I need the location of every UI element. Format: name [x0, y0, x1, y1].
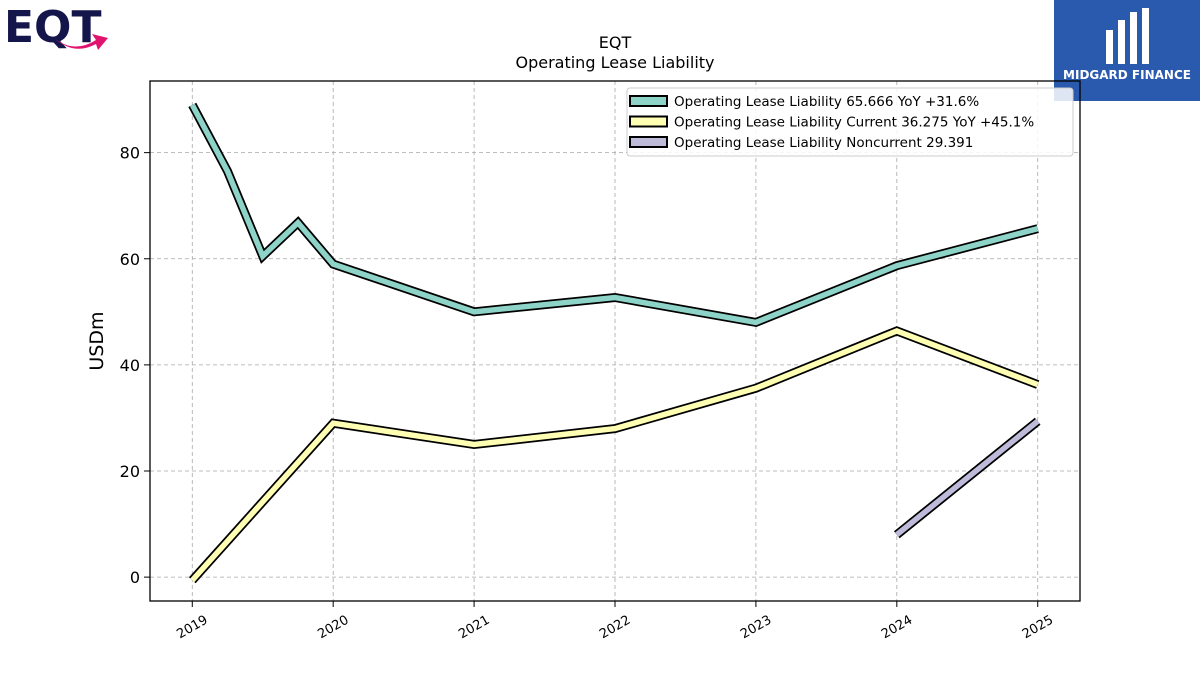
legend-swatch-2: [629, 115, 668, 128]
series-lines: [188, 102, 1041, 584]
y-tick-label: 60: [120, 250, 140, 269]
midgard-finance-logo: MIDGARD FINANCE: [1054, 0, 1200, 101]
logo-arrow-icon: [54, 34, 108, 50]
legend-label-2: Operating Lease Liability Current 36.275…: [674, 115, 1034, 131]
legend-swatch-1: [629, 95, 668, 107]
x-tick-label: 2023: [738, 613, 774, 643]
eqt-logo-text: EQT: [4, 4, 101, 53]
legend-swatch-3: [629, 136, 668, 148]
chart-title: EQT: [599, 33, 632, 52]
y-tick-label: 20: [120, 462, 140, 481]
x-tick-label: 2019: [174, 613, 210, 643]
series-line-1: [189, 103, 1039, 326]
y-tick-label: 0: [130, 568, 140, 587]
x-tick-label: 2022: [597, 613, 633, 643]
legend-box: [626, 87, 1074, 157]
x-tick-label: 2020: [315, 613, 351, 643]
y-tick-label: 40: [120, 356, 140, 375]
series-line-3: [895, 419, 1040, 537]
legend-label-1: Operating Lease Liability 65.666 YoY +31…: [674, 94, 979, 110]
y-axis: 0 20 40 60 80: [120, 144, 150, 587]
grid-lines: [150, 81, 1080, 601]
x-tick-label: 2025: [1020, 613, 1056, 643]
y-axis-label: USDm: [86, 311, 108, 370]
midgard-finance-text: MIDGARD FINANCE: [1063, 68, 1191, 82]
x-tick-label: 2024: [879, 613, 915, 643]
x-axis: 2019 2020 2021 2022 2023 2024 2025: [174, 601, 1056, 642]
midgard-mark-icon: [1106, 8, 1149, 64]
legend-label-3: Operating Lease Liability Noncurrent 29.…: [674, 135, 973, 151]
y-tick-label: 80: [120, 144, 140, 163]
chart-subtitle: Operating Lease Liability: [515, 53, 714, 72]
eqt-logo: EQT: [4, 2, 144, 54]
x-tick-label: 2021: [456, 613, 492, 643]
legend: Operating Lease Liability 65.666 YoY +31…: [626, 87, 1074, 157]
series-line-2: [190, 327, 1039, 583]
